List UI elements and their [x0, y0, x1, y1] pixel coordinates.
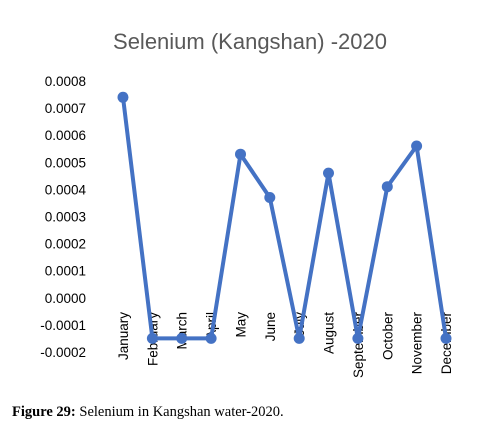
- data-point-marker: [440, 332, 452, 344]
- y-tick-label: -0.0001: [40, 318, 86, 333]
- data-point-marker: [323, 167, 334, 179]
- data-point-marker: [352, 332, 364, 344]
- data-point-marker: [117, 91, 129, 103]
- data-point-marker: [146, 332, 158, 344]
- y-tick-label: 0.0006: [45, 128, 86, 143]
- y-axis-tick-labels: 0.0008 0.0007 0.0006 0.0005 0.0004 0.0003 0.00…: [40, 74, 86, 360]
- y-tick-label: 0.0007: [45, 101, 86, 116]
- x-category-label: August: [322, 312, 337, 354]
- data-point-marker: [293, 332, 305, 344]
- data-point-marker: [411, 140, 423, 152]
- x-category-label: January: [116, 312, 131, 360]
- x-category-label: March: [175, 312, 190, 350]
- line-chart: Selenium (Kangshan) -2020 0.00080.00070.…: [40, 29, 454, 379]
- y-tick-label: 0.0000: [45, 291, 86, 306]
- y-tick-label: 0.0005: [45, 155, 86, 170]
- x-axis-category-labels: JanuaryFebruaryMarchAprilMayJuneJulyAugu…: [116, 312, 454, 379]
- data-point-marker: [381, 181, 393, 193]
- data-point-marker: [205, 332, 217, 344]
- figure-caption: Figure 29: Selenium in Kangshan water-20…: [12, 404, 284, 421]
- x-category-label: May: [233, 312, 248, 338]
- data-point-marker: [264, 192, 276, 203]
- x-category-label: June: [263, 312, 278, 341]
- data-point-marker: [235, 148, 246, 160]
- x-category-label: November: [410, 312, 425, 375]
- series-line: [121, 95, 448, 341]
- y-tick-label: 0.0001: [45, 264, 86, 279]
- caption-text: Selenium in Kangshan water-2020.: [75, 404, 284, 420]
- chart-title: Selenium (Kangshan) -2020: [113, 29, 387, 54]
- y-tick-label: 0.0002: [45, 237, 86, 252]
- data-point-marker: [176, 332, 188, 344]
- series-markers: [117, 91, 452, 344]
- x-category-label: October: [380, 312, 395, 361]
- y-tick-label: 0.0003: [45, 210, 86, 225]
- caption-label: Figure 29:: [12, 404, 76, 420]
- y-tick-label: -0.0002: [40, 345, 86, 360]
- y-tick-label: 0.0004: [45, 182, 87, 197]
- y-tick-label: 0.0008: [45, 74, 86, 89]
